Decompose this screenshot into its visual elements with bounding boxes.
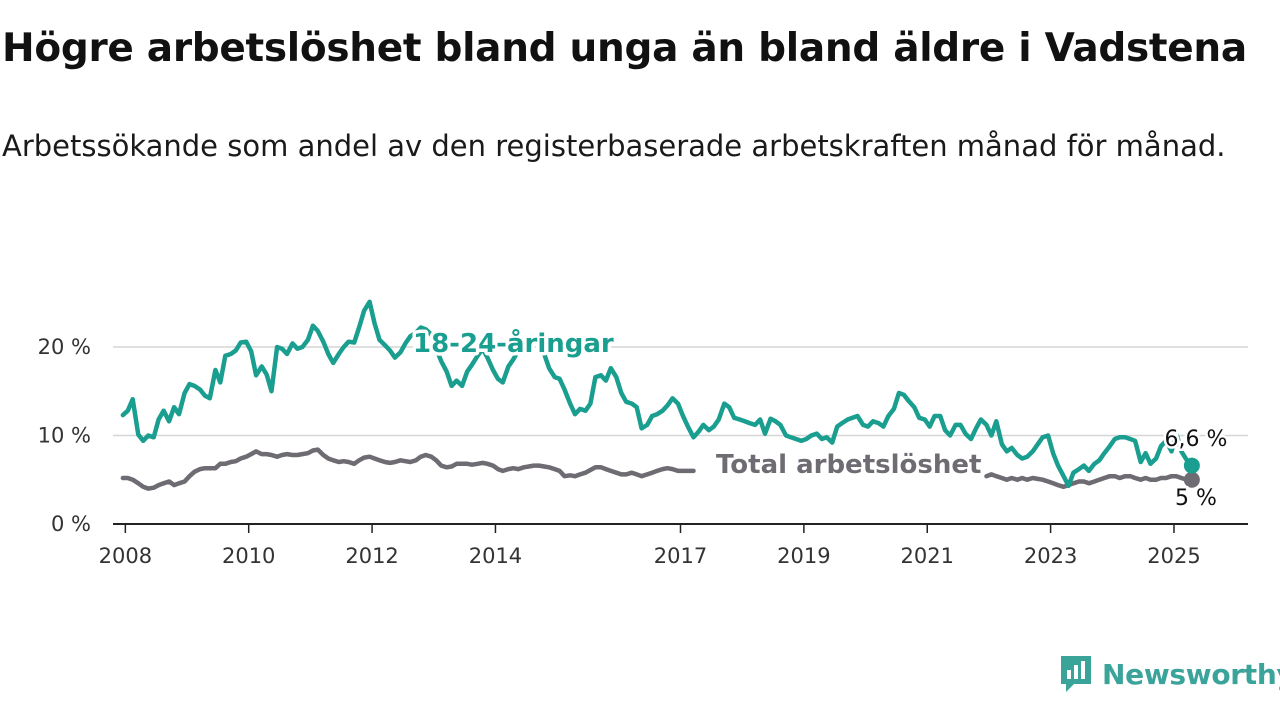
- x-tick-label: 2014: [469, 544, 522, 568]
- end-point-18-24: [1183, 457, 1200, 474]
- series-line-total-segment-1: [984, 472, 1195, 490]
- series-line-total: [120, 447, 696, 491]
- y-tick-label: 0 %: [51, 512, 91, 536]
- y-tick-label: 20 %: [38, 335, 91, 359]
- y-axis-ticks: 0 % 10 % 20 %: [38, 335, 91, 536]
- brand-name: Newsworthy: [1102, 657, 1280, 691]
- x-tick-label: 2008: [99, 544, 152, 568]
- x-tick-label: 2017: [654, 544, 707, 568]
- end-label-total: 5 %: [1175, 486, 1217, 511]
- end-point-total: [1183, 471, 1200, 488]
- y-tick-label: 10 %: [38, 423, 91, 447]
- x-axis-ticks: 2008 2010 2012 2014 2017 2019 2021 2023 2025: [99, 524, 1201, 568]
- x-tick-label: 2012: [345, 544, 398, 568]
- x-tick-label: 2019: [777, 544, 830, 568]
- chart-title: Högre arbetslöshet bland unga än bland ä…: [2, 26, 1247, 71]
- x-tick-label: 2021: [901, 544, 954, 568]
- series-label-total: Total arbetslöshet: [716, 450, 981, 480]
- gridlines: [113, 346, 1248, 437]
- x-tick-label: 2025: [1147, 544, 1200, 568]
- newsworthy-logo-icon: [1061, 656, 1091, 692]
- series-line-18-24: [120, 299, 1195, 489]
- series-label-18-24: 18-24-åringar: [413, 327, 614, 359]
- chart-subtitle: Arbetssökande som andel av den registerb…: [2, 129, 1226, 163]
- x-tick-label: 2023: [1024, 544, 1077, 568]
- series-labels: 18-24-åringar Total arbetslöshet 6,6 % 5 %: [410, 324, 1230, 514]
- brand-logo: Newsworthy: [1058, 654, 1280, 694]
- end-label-18-24: 6,6 %: [1165, 427, 1228, 452]
- series-lines: [120, 299, 1200, 491]
- x-tick-label: 2010: [222, 544, 275, 568]
